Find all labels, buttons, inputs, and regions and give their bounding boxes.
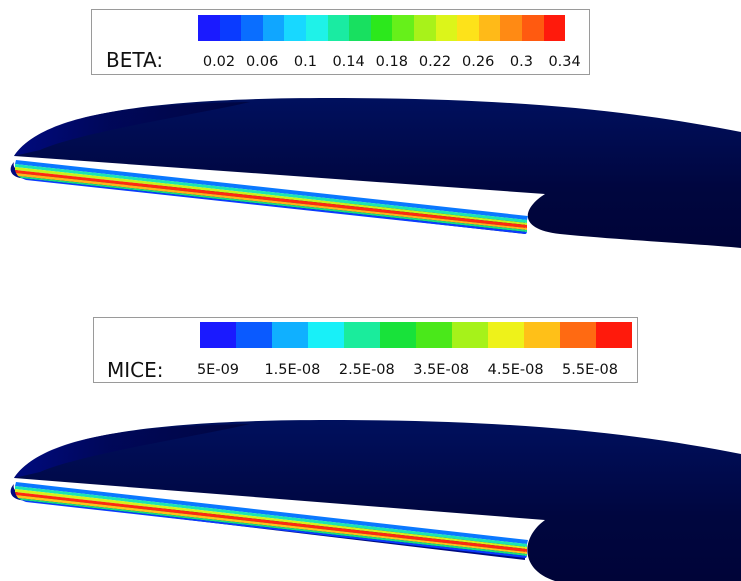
- mice-colorbar-swatch: [272, 322, 308, 348]
- beta-colorbar-swatch: [500, 15, 522, 41]
- beta-colorbar-swatch: [198, 15, 220, 41]
- mice-tick-label: 3.5E-08: [413, 362, 470, 378]
- mice-legend-label: MICE:: [107, 358, 164, 382]
- mice-colorbar-swatch: [596, 322, 632, 348]
- beta-colorbar-swatch: [370, 15, 393, 41]
- mice-colorbar-swatch: [488, 322, 524, 348]
- mice-colorbar-swatch: [416, 322, 452, 348]
- beta-tick-label: 0.34: [548, 54, 581, 70]
- mice-colorbar-swatch: [308, 322, 344, 348]
- beta-colorbar-swatch: [349, 15, 371, 41]
- beta-colorbar-swatch: [478, 15, 501, 41]
- mice-wing-svg: [10, 420, 741, 581]
- beta-colorbar-swatch: [262, 15, 285, 41]
- beta-wing-contour: [0, 98, 741, 258]
- mice-legend: MICE: 5E-09 1.5E-08 2.5E-08 3.5E-08 4.5E-08 5…: [93, 317, 638, 383]
- mice-colorbar-swatch: [560, 322, 596, 348]
- beta-colorbar-swatch: [392, 15, 414, 41]
- beta-tick-label: 0.02: [202, 54, 236, 70]
- mice-colorbar: [200, 322, 632, 348]
- beta-legend: BETA: 0.02 0.06 0.1 0.14 0.18 0.22 0.26 0.3 0.34: [91, 9, 590, 75]
- beta-colorbar-swatch: [543, 15, 566, 41]
- mice-colorbar-swatch: [200, 322, 236, 348]
- mice-tick-label: 5.5E-08: [562, 362, 618, 378]
- beta-tick-label: 0.06: [246, 54, 279, 70]
- mice-wing-contour: [0, 420, 741, 581]
- mice-tick-label: 2.5E-08: [338, 362, 395, 378]
- beta-tick-label: 0.3: [509, 54, 533, 70]
- beta-colorbar-swatch: [241, 15, 263, 41]
- beta-colorbar-swatch: [521, 15, 544, 41]
- beta-tick-label: 0.26: [462, 54, 495, 70]
- beta-tick-label: 0.14: [332, 54, 365, 70]
- mice-colorbar-swatch: [344, 322, 380, 348]
- beta-tick-label: 0.1: [293, 54, 317, 70]
- beta-tick-label: 0.22: [418, 54, 452, 70]
- beta-colorbar-swatch: [219, 15, 242, 41]
- mice-colorbar-swatch: [452, 322, 488, 348]
- beta-wing-svg: [10, 98, 741, 248]
- mice-tick-label: 5E-09: [196, 362, 240, 378]
- beta-colorbar-swatch: [435, 15, 458, 41]
- mice-tick-label: 1.5E-08: [264, 362, 321, 378]
- mice-colorbar-swatch: [524, 322, 560, 348]
- mice-colorbar-swatch: [380, 322, 416, 348]
- mice-tick-label: 4.5E-08: [487, 362, 544, 378]
- beta-colorbar-swatch: [413, 15, 436, 41]
- beta-colorbar-swatch: [305, 15, 328, 41]
- mice-colorbar-swatch: [236, 322, 272, 348]
- beta-colorbar-swatch: [284, 15, 306, 41]
- beta-colorbar-swatch: [457, 15, 479, 41]
- beta-colorbar-swatch: [327, 15, 350, 41]
- beta-tick-label: 0.18: [375, 54, 408, 70]
- beta-colorbar: [198, 15, 566, 41]
- beta-legend-label: BETA:: [106, 48, 164, 72]
